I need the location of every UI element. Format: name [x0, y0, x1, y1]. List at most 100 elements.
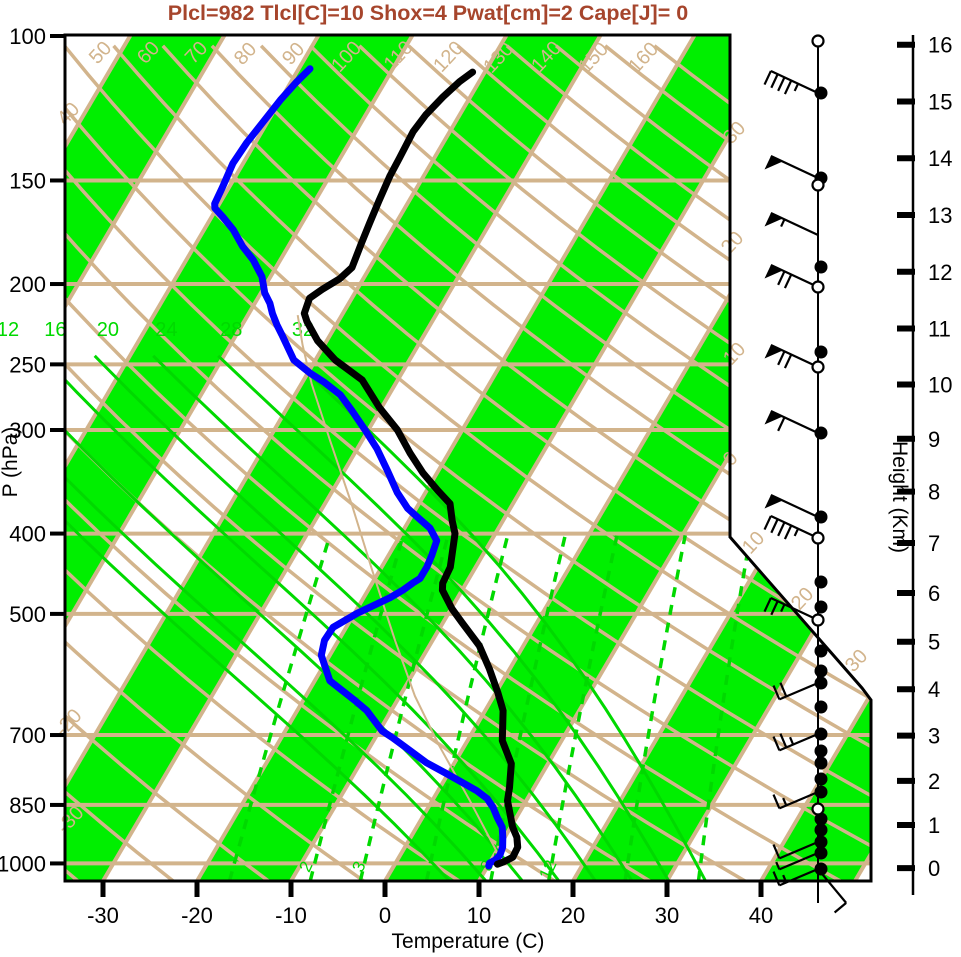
mixing-ratio-line: [358, 534, 450, 881]
pressure-tick-label: 500: [9, 602, 46, 627]
dry-adiabat-line: [65, 44, 746, 881]
moist-adiabat-label: 24: [155, 319, 177, 341]
staff-dot: [814, 785, 828, 799]
barb-tick-full: [772, 871, 781, 886]
staff-dot: [814, 260, 828, 274]
staff-dot: [814, 345, 828, 359]
dry-adiabat-line: [65, 44, 871, 881]
barb-shaft: [770, 493, 819, 518]
axis-layer: -30 -20 -10 0 10 20 30 401001502002503004005007…: [0, 24, 952, 928]
dry-adiabat-line: [65, 44, 871, 881]
temperature-tick-label: 10: [467, 903, 491, 928]
barb-tick-full: [763, 515, 772, 531]
mixing-ratio-line: [424, 534, 510, 881]
height-tick-label: 0: [928, 856, 940, 881]
isotherm-edge-label: 10: [738, 527, 769, 558]
pressure-tick-label: 300: [9, 418, 46, 443]
barb-tick-full: [770, 73, 779, 89]
barb-tick-half: [793, 83, 800, 92]
height-tick-label: 16: [928, 33, 952, 58]
staff-circle: [811, 802, 825, 816]
dry-adiabat-line: [210, 44, 871, 881]
dry-adiabat-line: [65, 45, 365, 881]
barb-tick-full: [772, 685, 781, 700]
temperature-tick-label: 0: [379, 903, 391, 928]
isotherm-line: [289, 35, 791, 881]
dewpoint-curve: [211, 65, 507, 870]
moist-adiabat-label: 20: [97, 319, 119, 341]
dry-adiabat-line: [161, 44, 871, 881]
barb-tick-full: [777, 270, 786, 286]
sounding-curve-layer: [211, 65, 522, 870]
wind-barb: [772, 732, 819, 752]
dry-adiabat-line: [65, 45, 461, 881]
wind-barb: [764, 409, 819, 434]
temperature-tick-label: -30: [87, 903, 119, 928]
temperature-tick-label: -20: [181, 903, 213, 928]
barb-tick-full: [783, 80, 793, 95]
height-axis-title: Height (Km): [888, 441, 911, 553]
x-axis-title: Temperature (C): [392, 930, 545, 953]
barb-tick-full: [777, 521, 786, 537]
staff-circle: [811, 613, 825, 627]
moist-adiabat-line: [65, 354, 561, 881]
wind-barb: [764, 493, 819, 518]
barb-tick-full: [783, 525, 793, 540]
wind-barb-layer: [763, 34, 848, 914]
wind-barb: [772, 681, 819, 701]
height-tick-label: 6: [928, 581, 940, 606]
isotherm-line: [65, 35, 227, 881]
green-band: [65, 35, 413, 881]
staff-dot: [814, 426, 828, 440]
moist-adiabat-label: 28: [220, 319, 242, 341]
height-tick-label: 14: [928, 146, 952, 171]
barb-tick-full: [777, 76, 786, 92]
staff-circle: [811, 178, 825, 192]
staff-dot: [814, 727, 828, 741]
moist-adiabat-line: [217, 354, 671, 881]
barb-tick-half: [789, 736, 795, 745]
mixing-ratio-line: [696, 535, 753, 881]
isotherm-line: [65, 35, 415, 881]
isotherm-line: [101, 35, 603, 881]
barb-tick-half: [793, 528, 800, 537]
staff-dot: [814, 644, 828, 658]
barb-tick-full: [770, 518, 779, 534]
temperature-tick-label: 30: [655, 903, 679, 928]
staff-dot: [814, 835, 828, 849]
barb-tick-full: [763, 70, 772, 86]
barb-flag: [764, 494, 783, 509]
wind-barb: [764, 211, 819, 236]
barb-flag: [764, 212, 783, 227]
barb-flag: [764, 155, 783, 170]
moist-adiabat-label: 12: [0, 319, 19, 341]
height-tick-label: 10: [928, 372, 952, 397]
dry-adiabat-line: [358, 44, 871, 881]
staff-dot: [814, 823, 828, 837]
barb-shaft: [770, 596, 819, 621]
height-tick-label: 4: [928, 677, 940, 702]
pressure-tick-label: 1000: [0, 851, 46, 876]
mixing-ratio-line: [227, 534, 332, 881]
pressure-tick-label: 700: [9, 723, 46, 748]
height-tick-label: 2: [928, 769, 940, 794]
wind-barb: [763, 514, 819, 540]
staff-circle: [811, 360, 825, 374]
barb-tick-full: [772, 794, 781, 809]
dry-adiabat-line: [65, 44, 842, 881]
barb-flag: [764, 264, 783, 279]
temperature-tick-label: 40: [749, 903, 773, 928]
dry-adiabat-line: [456, 44, 871, 881]
pressure-tick-label: 400: [9, 522, 46, 547]
isotherm-line: [477, 35, 871, 881]
dry-adiabat-line: [112, 44, 871, 881]
dry-adiabat-line: [65, 44, 871, 881]
barb-tick-full: [783, 274, 793, 289]
dry-adiabat-label: 80: [230, 38, 261, 69]
barb-tick-full: [772, 844, 781, 859]
dry-adiabat-line: [407, 44, 871, 881]
staff-dot: [814, 772, 828, 786]
pressure-tick-label: 200: [9, 272, 46, 297]
barb-tick-full: [772, 736, 781, 751]
